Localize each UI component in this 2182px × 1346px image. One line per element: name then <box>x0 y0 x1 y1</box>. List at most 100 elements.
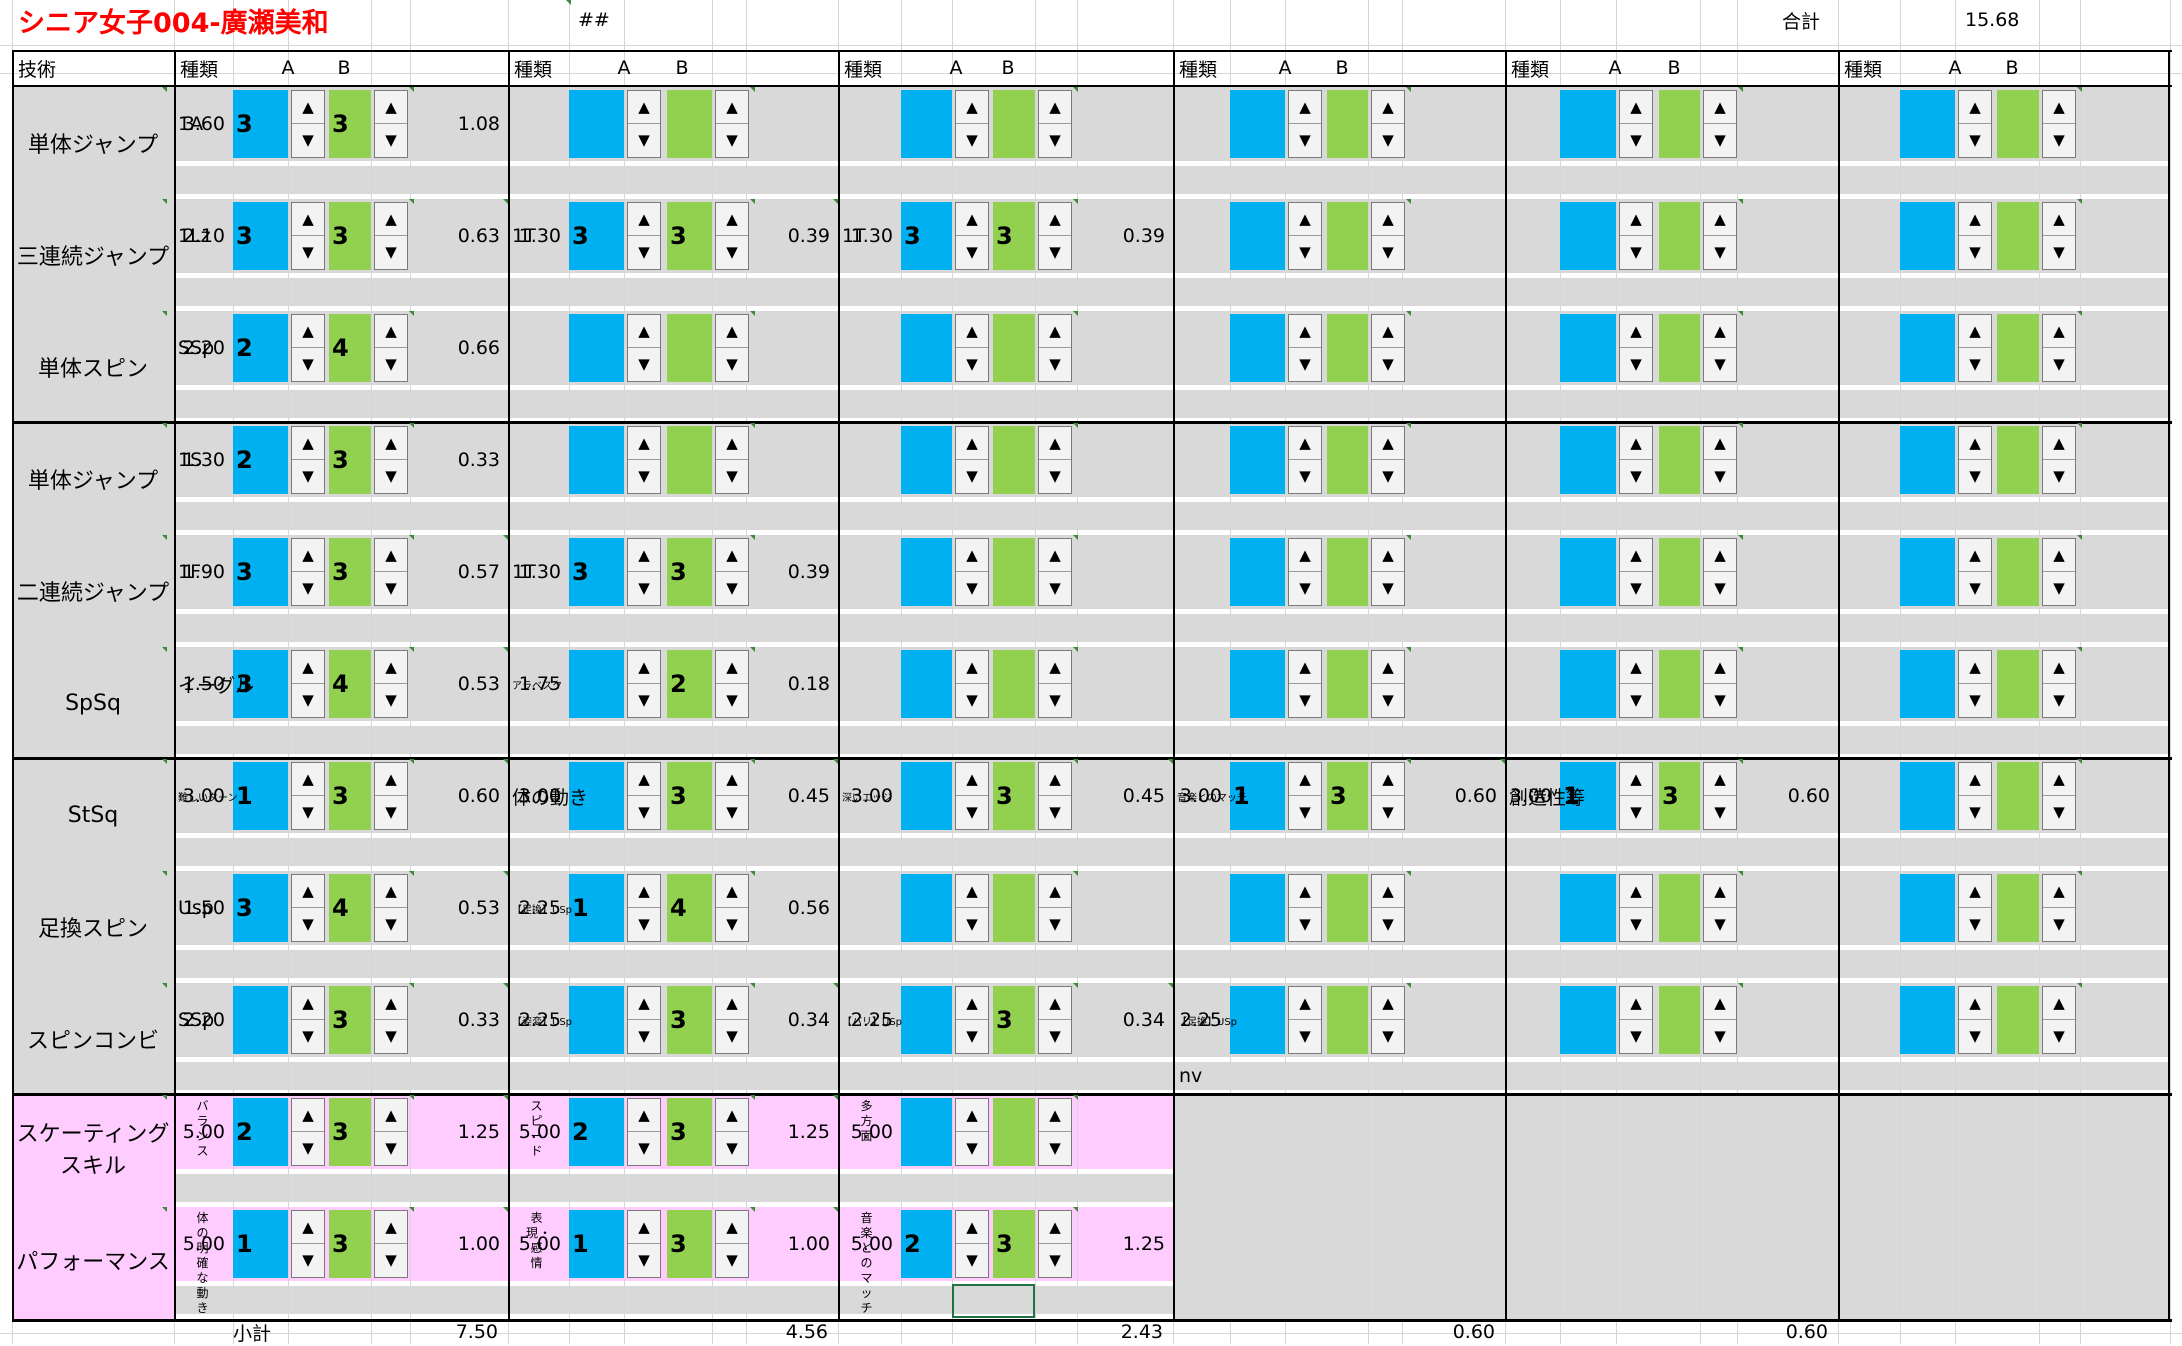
spin-up-icon[interactable]: ▲ <box>375 427 407 460</box>
score-a-cell[interactable] <box>569 1210 624 1278</box>
score-b-cell[interactable] <box>993 986 1035 1054</box>
comment-cell[interactable] <box>1505 1062 1838 1090</box>
score-b-spinner[interactable]: ▲ ▼ <box>1703 650 1737 718</box>
spin-up-icon[interactable]: ▲ <box>1039 763 1071 796</box>
comment-cell[interactable] <box>174 614 508 642</box>
score-b-spinner[interactable]: ▲ ▼ <box>1703 986 1737 1054</box>
spin-down-icon[interactable]: ▼ <box>1382 355 1394 373</box>
score-b-cell[interactable] <box>1659 986 1700 1054</box>
spin-up-icon[interactable]: ▲ <box>375 315 407 348</box>
spin-down-icon[interactable]: ▼ <box>726 915 738 933</box>
spin-up-icon[interactable]: ▲ <box>716 539 748 572</box>
score-b-spinner[interactable]: ▲ ▼ <box>374 202 408 270</box>
score-a-spinner[interactable]: ▲ ▼ <box>1958 202 1992 270</box>
score-b-cell[interactable] <box>993 1210 1035 1278</box>
score-a-spinner[interactable]: ▲ ▼ <box>1619 90 1653 158</box>
comment-cell[interactable] <box>508 1174 838 1202</box>
spin-up-icon[interactable]: ▲ <box>1959 875 1991 908</box>
score-a-spinner[interactable]: ▲ ▼ <box>955 650 989 718</box>
comment-cell[interactable] <box>174 1062 508 1090</box>
score-b-spinner[interactable]: ▲ ▼ <box>1703 426 1737 494</box>
spin-up-icon[interactable]: ▲ <box>1039 315 1071 348</box>
spin-down-icon[interactable]: ▼ <box>1714 1027 1726 1045</box>
score-a-cell[interactable] <box>569 762 624 830</box>
comment-cell[interactable] <box>1838 278 2170 306</box>
spin-down-icon[interactable]: ▼ <box>1382 243 1394 261</box>
score-a-cell[interactable] <box>901 1098 952 1166</box>
score-a-spinner[interactable]: ▲ ▼ <box>1619 874 1653 942</box>
score-a-spinner[interactable]: ▲ ▼ <box>627 874 661 942</box>
comment-cell[interactable] <box>1838 390 2170 418</box>
spin-down-icon[interactable]: ▼ <box>302 467 314 485</box>
score-b-cell[interactable] <box>667 1098 712 1166</box>
score-a-cell[interactable] <box>901 426 952 494</box>
score-b-cell[interactable] <box>1659 538 1700 606</box>
score-a-cell[interactable] <box>569 538 624 606</box>
score-a-cell[interactable] <box>233 1210 288 1278</box>
spin-down-icon[interactable]: ▼ <box>1630 131 1642 149</box>
score-a-spinner[interactable]: ▲ ▼ <box>627 986 661 1054</box>
score-b-cell[interactable] <box>1327 90 1368 158</box>
score-b-spinner[interactable]: ▲ ▼ <box>1038 314 1072 382</box>
score-a-cell[interactable] <box>1900 874 1955 942</box>
spin-up-icon[interactable]: ▲ <box>1372 651 1404 684</box>
spin-up-icon[interactable]: ▲ <box>292 203 324 236</box>
spin-up-icon[interactable]: ▲ <box>716 651 748 684</box>
spin-up-icon[interactable]: ▲ <box>375 91 407 124</box>
spin-up-icon[interactable]: ▲ <box>1289 315 1321 348</box>
score-b-spinner[interactable]: ▲ ▼ <box>2042 90 2076 158</box>
score-a-spinner[interactable]: ▲ ▼ <box>627 314 661 382</box>
spin-up-icon[interactable]: ▲ <box>375 1099 407 1132</box>
score-a-spinner[interactable]: ▲ ▼ <box>291 314 325 382</box>
spin-up-icon[interactable]: ▲ <box>1959 651 1991 684</box>
comment-cell[interactable] <box>174 278 508 306</box>
spin-up-icon[interactable]: ▲ <box>375 539 407 572</box>
spin-down-icon[interactable]: ▼ <box>2053 803 2065 821</box>
score-b-cell[interactable] <box>1327 314 1368 382</box>
score-b-spinner[interactable]: ▲ ▼ <box>374 1210 408 1278</box>
spin-up-icon[interactable]: ▲ <box>1620 539 1652 572</box>
spin-down-icon[interactable]: ▼ <box>1299 467 1311 485</box>
spin-down-icon[interactable]: ▼ <box>302 579 314 597</box>
score-a-spinner[interactable]: ▲ ▼ <box>1288 538 1322 606</box>
spin-up-icon[interactable]: ▲ <box>1959 987 1991 1020</box>
score-a-cell[interactable] <box>569 650 624 718</box>
comment-cell[interactable] <box>1838 726 2170 754</box>
score-b-spinner[interactable]: ▲ ▼ <box>2042 874 2076 942</box>
score-a-cell[interactable] <box>901 650 952 718</box>
score-a-cell[interactable] <box>569 314 624 382</box>
score-b-cell[interactable] <box>667 1210 712 1278</box>
score-a-spinner[interactable]: ▲ ▼ <box>1619 650 1653 718</box>
score-b-spinner[interactable]: ▲ ▼ <box>715 650 749 718</box>
spin-up-icon[interactable]: ▲ <box>716 427 748 460</box>
score-a-spinner[interactable]: ▲ ▼ <box>291 874 325 942</box>
score-a-cell[interactable] <box>1230 314 1285 382</box>
spin-up-icon[interactable]: ▲ <box>375 987 407 1020</box>
spin-down-icon[interactable]: ▼ <box>1299 803 1311 821</box>
spin-down-icon[interactable]: ▼ <box>1049 691 1061 709</box>
score-b-spinner[interactable]: ▲ ▼ <box>2042 314 2076 382</box>
score-a-cell[interactable] <box>569 90 624 158</box>
score-a-cell[interactable] <box>1900 314 1955 382</box>
comment-cell[interactable] <box>838 166 1173 194</box>
score-a-spinner[interactable]: ▲ ▼ <box>955 426 989 494</box>
spin-down-icon[interactable]: ▼ <box>1299 355 1311 373</box>
spin-up-icon[interactable]: ▲ <box>1039 91 1071 124</box>
score-b-spinner[interactable]: ▲ ▼ <box>1038 538 1072 606</box>
spin-down-icon[interactable]: ▼ <box>1714 355 1726 373</box>
spin-down-icon[interactable]: ▼ <box>726 1139 738 1157</box>
comment-cell[interactable] <box>1838 502 2170 530</box>
score-a-cell[interactable] <box>901 762 952 830</box>
spin-down-icon[interactable]: ▼ <box>1049 1251 1061 1269</box>
spin-up-icon[interactable]: ▲ <box>1289 651 1321 684</box>
score-a-spinner[interactable]: ▲ ▼ <box>955 762 989 830</box>
spin-up-icon[interactable]: ▲ <box>956 875 988 908</box>
score-b-cell[interactable] <box>1659 762 1700 830</box>
comment-cell[interactable] <box>1505 502 1838 530</box>
spin-up-icon[interactable]: ▲ <box>1372 987 1404 1020</box>
score-b-spinner[interactable]: ▲ ▼ <box>1371 314 1405 382</box>
score-a-spinner[interactable]: ▲ ▼ <box>291 202 325 270</box>
score-b-spinner[interactable]: ▲ ▼ <box>715 426 749 494</box>
spin-down-icon[interactable]: ▼ <box>726 691 738 709</box>
spin-up-icon[interactable]: ▲ <box>1959 539 1991 572</box>
